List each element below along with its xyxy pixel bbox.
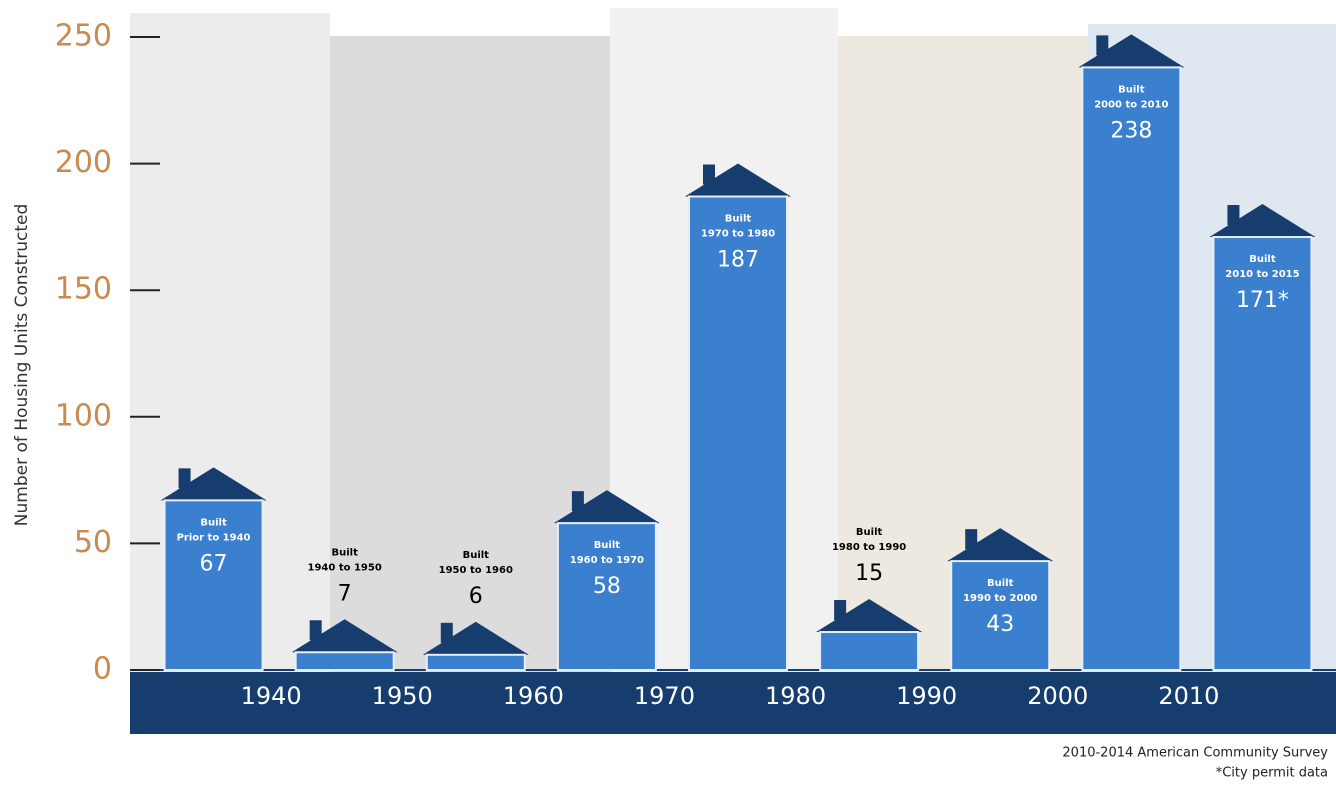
x-tick-label: 1970 bbox=[634, 682, 695, 710]
bar-category: 1940 to 1950 bbox=[308, 562, 382, 573]
bar bbox=[1081, 66, 1182, 672]
bar-label-prefix: Built bbox=[1118, 84, 1145, 95]
bar-category: Prior to 1940 bbox=[177, 532, 251, 543]
y-tick-label: 250 bbox=[55, 19, 112, 54]
chimney bbox=[178, 468, 191, 489]
roof bbox=[1078, 34, 1185, 68]
chimney bbox=[440, 622, 453, 643]
bar-category: 1980 to 1990 bbox=[832, 542, 906, 553]
source-note: 2010-2014 American Community Survey bbox=[1062, 746, 1328, 761]
y-tick-label: 50 bbox=[74, 525, 112, 560]
y-tick-label: 100 bbox=[55, 398, 112, 433]
x-tick-label: 1950 bbox=[372, 682, 433, 710]
bar bbox=[688, 195, 788, 672]
bar-label-prefix: Built bbox=[725, 214, 752, 225]
y-tick-label: 0 bbox=[93, 652, 112, 687]
y-tick-label: 150 bbox=[55, 272, 112, 307]
x-tick-label: 1940 bbox=[241, 682, 302, 710]
roof bbox=[816, 599, 923, 633]
roof bbox=[947, 528, 1054, 562]
value-label: 43 bbox=[986, 612, 1014, 637]
bar-label-prefix: Built bbox=[331, 547, 358, 558]
bar-label-prefix: Built bbox=[987, 578, 1014, 589]
x-axis-band bbox=[130, 672, 1336, 734]
value-label: 58 bbox=[593, 574, 621, 599]
bar-category: 1950 to 1960 bbox=[439, 565, 513, 576]
x-tick-label: 2010 bbox=[1158, 682, 1219, 710]
bar-label-prefix: Built bbox=[200, 517, 227, 528]
value-label: 6 bbox=[469, 584, 483, 609]
roof bbox=[160, 467, 267, 501]
x-tick-label: 1990 bbox=[896, 682, 957, 710]
value-label: 171* bbox=[1236, 288, 1289, 313]
bar-label-prefix: Built bbox=[594, 540, 621, 551]
bar-label-prefix: Built bbox=[1249, 254, 1276, 265]
bar bbox=[425, 653, 526, 671]
roof bbox=[553, 490, 660, 524]
footnote: *City permit data bbox=[1216, 766, 1328, 781]
chimney bbox=[703, 164, 715, 185]
chimney bbox=[1227, 205, 1240, 226]
bar bbox=[556, 522, 657, 671]
value-label: 238 bbox=[1110, 118, 1152, 143]
chimney bbox=[309, 620, 322, 641]
bar-category: 1990 to 2000 bbox=[963, 593, 1037, 604]
value-label: 187 bbox=[717, 248, 759, 273]
value-label: 67 bbox=[200, 551, 228, 576]
roof bbox=[1209, 204, 1316, 238]
bar-label-prefix: Built bbox=[463, 550, 490, 561]
bar-category: 2010 to 2015 bbox=[1225, 269, 1299, 280]
y-axis-label: Number of Housing Units Constructed bbox=[12, 204, 32, 526]
bar bbox=[1212, 236, 1313, 671]
bar-category: 2000 to 2010 bbox=[1094, 99, 1168, 110]
bar bbox=[819, 631, 920, 672]
roof bbox=[685, 163, 791, 197]
chimney bbox=[834, 600, 847, 621]
bar bbox=[294, 651, 395, 672]
bar-label-prefix: Built bbox=[856, 527, 883, 538]
roof bbox=[291, 619, 398, 653]
x-tick-label: 1980 bbox=[765, 682, 826, 710]
x-tick-label: 1960 bbox=[503, 682, 564, 710]
bar bbox=[950, 560, 1051, 672]
roof bbox=[422, 621, 529, 655]
bar bbox=[163, 499, 264, 671]
bar-category: 1960 to 1970 bbox=[570, 555, 644, 566]
chimney bbox=[965, 529, 978, 550]
value-label: 7 bbox=[338, 581, 352, 606]
value-label: 15 bbox=[855, 561, 883, 586]
y-tick-label: 200 bbox=[55, 145, 112, 180]
x-tick-label: 2000 bbox=[1027, 682, 1088, 710]
bar-category: 1970 to 1980 bbox=[701, 229, 775, 240]
chimney bbox=[1096, 35, 1109, 56]
chimney bbox=[571, 491, 584, 512]
